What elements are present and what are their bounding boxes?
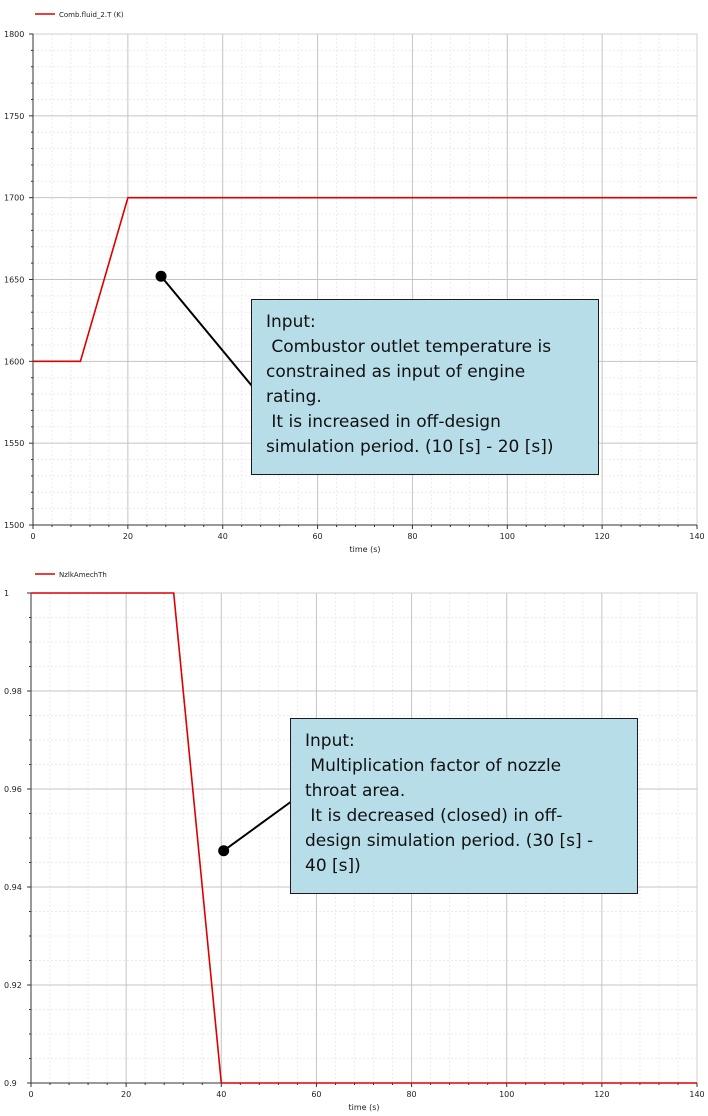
x-tick-label: 60 xyxy=(311,1090,321,1099)
x-tick-label: 40 xyxy=(218,532,228,541)
annotation-dot xyxy=(155,270,167,282)
y-tick-label: 0.92 xyxy=(4,981,22,990)
annotation-leader-line xyxy=(160,275,253,387)
tick-marks xyxy=(29,33,698,529)
y-tick-label: 1700 xyxy=(4,194,24,203)
annotation-text-line: Input: xyxy=(266,312,316,332)
legend-label: NzlkAmechTh xyxy=(59,571,107,579)
x-tick-label: 20 xyxy=(121,1090,131,1099)
y-tick-label: 0.98 xyxy=(4,687,22,696)
x-tick-label: 0 xyxy=(30,532,35,541)
x-tick-label: 40 xyxy=(216,1090,226,1099)
annotation-callout-2: Input: Multiplication factor of nozzle th… xyxy=(290,718,638,894)
y-tick-label: 1600 xyxy=(4,357,24,366)
x-tick-label: 80 xyxy=(407,532,417,541)
x-tick-label: 120 xyxy=(594,1090,609,1099)
y-tick-label: 0.9 xyxy=(4,1079,17,1088)
annotation-leader-line xyxy=(223,800,293,852)
legend-label: Comb.fluid_2.T (K) xyxy=(59,11,124,19)
y-tick-label: 1650 xyxy=(4,276,24,285)
y-tick-label: 0.96 xyxy=(4,785,22,794)
series-line xyxy=(33,196,697,363)
annotation-callout-1: Input: Combustor outlet temperature is co… xyxy=(251,299,599,475)
chart-combustor-temperature: 0 20 40 60 80 100 120 140 1500 1550 1600 1650 1700 17… xyxy=(4,11,705,554)
y-tick-label: 1 xyxy=(4,589,9,598)
annotation-dot xyxy=(218,845,230,857)
x-tick-label: 20 xyxy=(123,532,133,541)
annotation-text-line: It is decreased (closed) in off- xyxy=(305,806,563,826)
annotation-text-line: constrained as input of engine xyxy=(266,362,526,382)
x-tick-label: 0 xyxy=(28,1090,33,1099)
x-tick-label: 140 xyxy=(689,1090,704,1099)
annotation-text-line: rating. xyxy=(266,387,322,407)
x-tick-label: 100 xyxy=(499,1090,514,1099)
y-tick-label: 0.94 xyxy=(4,883,22,892)
y-tick-label: 1750 xyxy=(4,112,24,121)
y-tick-label: 1800 xyxy=(4,30,24,39)
annotation-text-line: Combustor outlet temperature is xyxy=(266,337,552,357)
x-tick-label: 140 xyxy=(689,532,704,541)
annotation-text-line: Multiplication factor of nozzle xyxy=(305,756,562,776)
annotation-text-line: Input: xyxy=(305,731,355,751)
annotation-text-line: design simulation period. (30 [s] - xyxy=(305,831,594,851)
x-axis-label: time (s) xyxy=(349,545,380,554)
y-tick-label: 1550 xyxy=(4,439,24,448)
x-tick-label: 100 xyxy=(500,532,515,541)
x-tick-label: 60 xyxy=(312,532,322,541)
annotation-text-line: simulation period. (10 [s] - 20 [s]) xyxy=(266,437,554,457)
annotation-text-line: throat area. xyxy=(305,781,406,801)
x-tick-label: 120 xyxy=(595,532,610,541)
x-axis-label: time (s) xyxy=(348,1103,379,1112)
x-tick-label: 80 xyxy=(406,1090,416,1099)
annotation-text-line: 40 [s]) xyxy=(305,856,361,876)
annotation-text-line: It is increased in off-design xyxy=(266,412,501,432)
series-line xyxy=(31,592,697,1084)
y-tick-label: 1500 xyxy=(4,521,24,530)
